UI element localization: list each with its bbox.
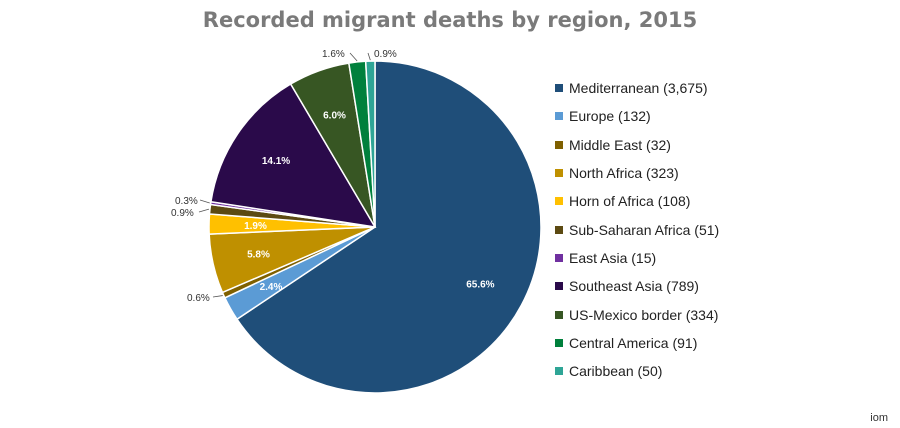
legend-item-us-mexico-border: US-Mexico border (334): [555, 300, 719, 328]
leader-line-sub-saharan-africa: [198, 208, 210, 213]
legend-swatch: [555, 169, 563, 178]
pie-slice-caribbean: [364, 60, 376, 228]
legend-item-east-asia: East Asia (15): [555, 244, 719, 272]
data-label-southeast-asia: 14.1%: [262, 156, 290, 167]
legend-item-southeast-asia: Southeast Asia (789): [555, 272, 719, 300]
data-label-europe: 2.4%: [260, 282, 283, 293]
legend-swatch: [555, 367, 563, 376]
data-label-middle-east: 0.6%: [187, 293, 210, 304]
data-label-horn-of-africa: 1.9%: [244, 221, 267, 232]
legend-label: Caribbean (50): [569, 363, 663, 380]
chart-title: Recorded migrant deaths by region, 2015: [202, 8, 698, 32]
legend-label: Horn of Africa (108): [569, 193, 691, 210]
data-label-east-asia: 0.3%: [175, 196, 198, 207]
leader-line-east-asia: [199, 199, 210, 204]
legend-label: Middle East (32): [569, 136, 671, 153]
data-label-sub-saharan-africa: 0.9%: [171, 208, 194, 219]
legend-swatch: [555, 84, 563, 93]
legend: Mediterranean (3,675) Europe (132) Middle …: [555, 74, 719, 385]
legend-item-caribbean: Caribbean (50): [555, 357, 719, 385]
legend-label: Mediterranean (3,675): [569, 80, 708, 97]
leader-line-middle-east: [212, 295, 223, 298]
legend-label: Europe (132): [569, 108, 651, 125]
legend-swatch: [555, 253, 563, 262]
legend-item-horn-of-africa: Horn of Africa (108): [555, 187, 719, 215]
legend-swatch: [555, 140, 563, 149]
legend-item-europe: Europe (132): [555, 102, 719, 130]
pie-slice-mediterranean: [235, 60, 542, 394]
legend-label: East Asia (15): [569, 249, 657, 266]
legend-item-central-america: Central America (91): [555, 329, 719, 357]
source-label: iom: [870, 412, 888, 424]
legend-item-middle-east: Middle East (32): [555, 131, 719, 159]
legend-item-north-africa: North Africa (323): [555, 159, 719, 187]
legend-label: US-Mexico border (334): [569, 306, 719, 323]
legend-item-sub-saharan-africa: Sub-Saharan Africa (51): [555, 215, 719, 243]
legend-swatch: [555, 197, 563, 206]
legend-swatch: [555, 282, 563, 291]
legend-swatch: [555, 112, 563, 121]
data-label-mediterranean: 65.6%: [466, 279, 494, 290]
legend-swatch: [555, 310, 563, 319]
legend-swatch: [555, 338, 563, 347]
legend-label: North Africa (323): [569, 165, 679, 182]
data-label-central-america: 1.6%: [322, 49, 345, 60]
data-label-us-mexico-border: 6.0%: [323, 111, 346, 122]
legend-item-mediterranean: Mediterranean (3,675): [555, 74, 719, 102]
pie-slice-southeast-asia: [210, 82, 377, 228]
data-label-caribbean: 0.9%: [374, 49, 397, 60]
legend-label: Southeast Asia (789): [569, 278, 699, 295]
legend-swatch: [555, 225, 563, 234]
legend-label: Sub-Saharan Africa (51): [569, 221, 720, 238]
legend-label: Central America (91): [569, 334, 698, 351]
leader-line-caribbean: [367, 52, 371, 61]
leader-line-central-america: [349, 52, 358, 62]
data-label-north-africa: 5.8%: [247, 250, 270, 261]
